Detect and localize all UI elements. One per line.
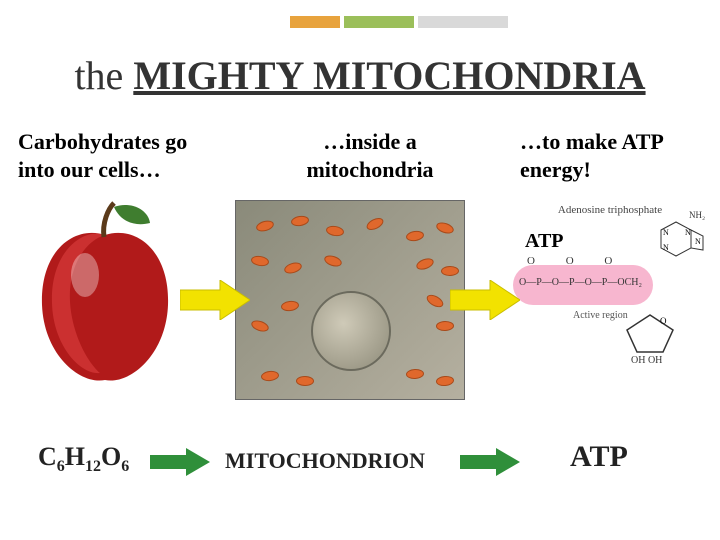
atp-o-row: O O O <box>527 255 626 267</box>
mito-dot <box>255 219 275 233</box>
title-main: MIGHTY MITOCHONDRIA <box>133 53 645 98</box>
mitochondrion-label: MITOCHONDRION <box>225 448 425 474</box>
mito-dot <box>415 256 435 272</box>
mito-dot <box>325 225 344 238</box>
svg-text:O: O <box>660 316 667 326</box>
oh-labels: OH OH <box>631 355 662 366</box>
arrow-yellow-1 <box>180 280 250 320</box>
mito-dot <box>296 376 314 386</box>
mito-dot <box>436 375 455 387</box>
mito-dot <box>290 215 309 228</box>
active-region-label: Active region <box>573 310 628 321</box>
svg-text:N: N <box>663 243 669 252</box>
mito-dot <box>260 370 279 382</box>
decor-bar <box>290 16 510 28</box>
col1-heading: Carbohydrates go into our cells… <box>18 128 228 183</box>
bar-seg <box>418 16 508 28</box>
bar-seg <box>290 16 340 28</box>
cell-image <box>235 200 465 400</box>
mito-dot <box>365 216 386 233</box>
svg-text:N: N <box>685 228 691 237</box>
svg-text:N: N <box>663 228 669 237</box>
bar-seg <box>344 16 414 28</box>
mito-dot <box>250 255 269 268</box>
arrow-green-2 <box>460 448 520 476</box>
mito-dot <box>280 300 299 312</box>
atp-structure: O O O O—P—O—P—O—P—OCH₂ Active region NH₂… <box>513 255 708 385</box>
glucose-formula: C6H12O6 <box>38 442 129 476</box>
mito-dot <box>436 321 454 332</box>
mito-dot <box>323 253 343 268</box>
atp-bottom-label: ATP <box>570 440 628 474</box>
mito-dot <box>283 261 303 276</box>
mito-dot <box>435 220 455 235</box>
mito-dot <box>250 318 270 333</box>
title-pre: the <box>74 53 133 98</box>
mito-dot <box>405 230 424 243</box>
col2-heading: …inside a mitochondria <box>270 128 470 183</box>
atp-label: ATP <box>525 230 564 253</box>
mito-dot <box>441 266 459 276</box>
nucleus <box>311 291 391 371</box>
col3-heading: …to make ATP energy! <box>520 128 710 183</box>
ribose-ring: O <box>623 310 678 355</box>
page-title: the MIGHTY MITOCHONDRIA <box>0 52 720 99</box>
atp-diagram: Adenosine triphosphate ATP O O O O—P—O—P… <box>505 200 715 400</box>
svg-text:N: N <box>695 237 701 246</box>
nh2-label: NH₂ <box>689 210 705 220</box>
atp-chain: O—P—O—P—O—P—OCH₂ <box>519 277 642 288</box>
arrow-yellow-2 <box>450 280 520 320</box>
mito-dot <box>425 292 446 309</box>
adenine-ring: NH₂ N N N N <box>651 210 706 260</box>
mito-dot <box>406 368 425 379</box>
arrow-green-1 <box>150 448 210 476</box>
apple-image <box>30 195 180 390</box>
